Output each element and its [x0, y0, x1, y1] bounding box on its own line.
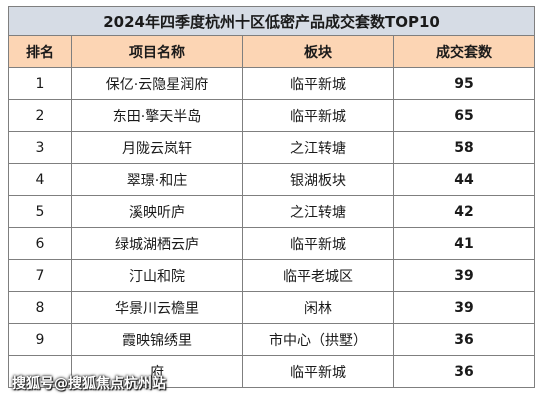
project-name-cell: 绿城湖栖云庐 [71, 227, 243, 260]
rank-cell [8, 355, 72, 388]
count-cell: 36 [392, 355, 536, 388]
header-area: 板块 [242, 35, 394, 68]
table-row: 4 翠璟·和庄 银湖板块 44 [8, 163, 536, 196]
count-cell: 58 [392, 131, 536, 164]
rank-cell: 8 [8, 291, 72, 324]
rank-cell: 4 [8, 163, 72, 196]
count-cell: 36 [392, 323, 536, 356]
project-name-cell: 府 [71, 355, 243, 388]
table-row: 3 月陇云岚轩 之江转塘 58 [8, 131, 536, 164]
table-body: 1 保亿·云隐星润府 临平新城 95 2 东田·擎天半岛 临平新城 65 3 月陇云岚轩 之江转塘 5… [8, 67, 536, 388]
header-count: 成交套数 [392, 35, 536, 68]
area-cell: 临平新城 [242, 67, 394, 100]
table-row: 8 华景川云檐里 闲林 39 [8, 291, 536, 324]
table-row: 9 霞映锦绣里 市中心（拱墅） 36 [8, 323, 536, 356]
table-row: 5 溪映听庐 之江转塘 42 [8, 195, 536, 228]
project-name-cell: 溪映听庐 [71, 195, 243, 228]
title-row: 2024年四季度杭州十区低密产品成交套数TOP10 [7, 6, 536, 36]
project-name-cell: 汀山和院 [71, 259, 243, 292]
area-cell: 市中心（拱墅） [242, 323, 394, 356]
project-name-cell: 霞映锦绣里 [71, 323, 243, 356]
area-cell: 银湖板块 [242, 163, 394, 196]
table-row: 6 绿城湖栖云庐 临平新城 41 [8, 227, 536, 260]
rank-cell: 2 [8, 99, 72, 132]
table-row: 府临平新城 36 [8, 355, 536, 388]
header-project-name: 项目名称 [71, 35, 243, 68]
table-row: 2 东田·擎天半岛 临平新城 65 [8, 99, 536, 132]
rank-cell: 5 [8, 195, 72, 228]
ranking-table: 2024年四季度杭州十区低密产品成交套数TOP10 排名 项目名称 板块 成交套… [7, 6, 536, 388]
table-title: 2024年四季度杭州十区低密产品成交套数TOP10 [7, 6, 536, 36]
project-name-cell: 月陇云岚轩 [71, 131, 243, 164]
header-row: 排名 项目名称 板块 成交套数 [8, 35, 536, 68]
area-cell: 临平老城区 [242, 259, 394, 292]
project-name-cell: 保亿·云隐星润府 [71, 67, 243, 100]
rank-cell: 9 [8, 323, 72, 356]
area-cell: 临平新城 [242, 355, 394, 388]
count-cell: 41 [392, 227, 536, 260]
rank-cell: 6 [8, 227, 72, 260]
project-name-cell: 华景川云檐里 [71, 291, 243, 324]
area-cell: 之江转塘 [242, 195, 394, 228]
count-cell: 65 [392, 99, 536, 132]
count-cell: 39 [392, 259, 536, 292]
project-name-cell: 东田·擎天半岛 [71, 99, 243, 132]
project-name-cell: 翠璟·和庄 [71, 163, 243, 196]
table-row: 1 保亿·云隐星润府 临平新城 95 [8, 67, 536, 100]
count-cell: 44 [392, 163, 536, 196]
rank-cell: 3 [8, 131, 72, 164]
header-rank: 排名 [8, 35, 72, 68]
area-cell: 闲林 [242, 291, 394, 324]
area-cell: 临平新城 [242, 99, 394, 132]
watermark-text: 搜狐号@搜狐焦点杭州站 [12, 376, 166, 392]
rank-cell: 7 [8, 259, 72, 292]
count-cell: 42 [392, 195, 536, 228]
rank-cell: 1 [8, 67, 72, 100]
count-cell: 95 [392, 67, 536, 100]
count-cell: 39 [392, 291, 536, 324]
area-cell: 临平新城 [242, 227, 394, 260]
area-cell: 之江转塘 [242, 131, 394, 164]
table-row: 7 汀山和院 临平老城区 39 [8, 259, 536, 292]
